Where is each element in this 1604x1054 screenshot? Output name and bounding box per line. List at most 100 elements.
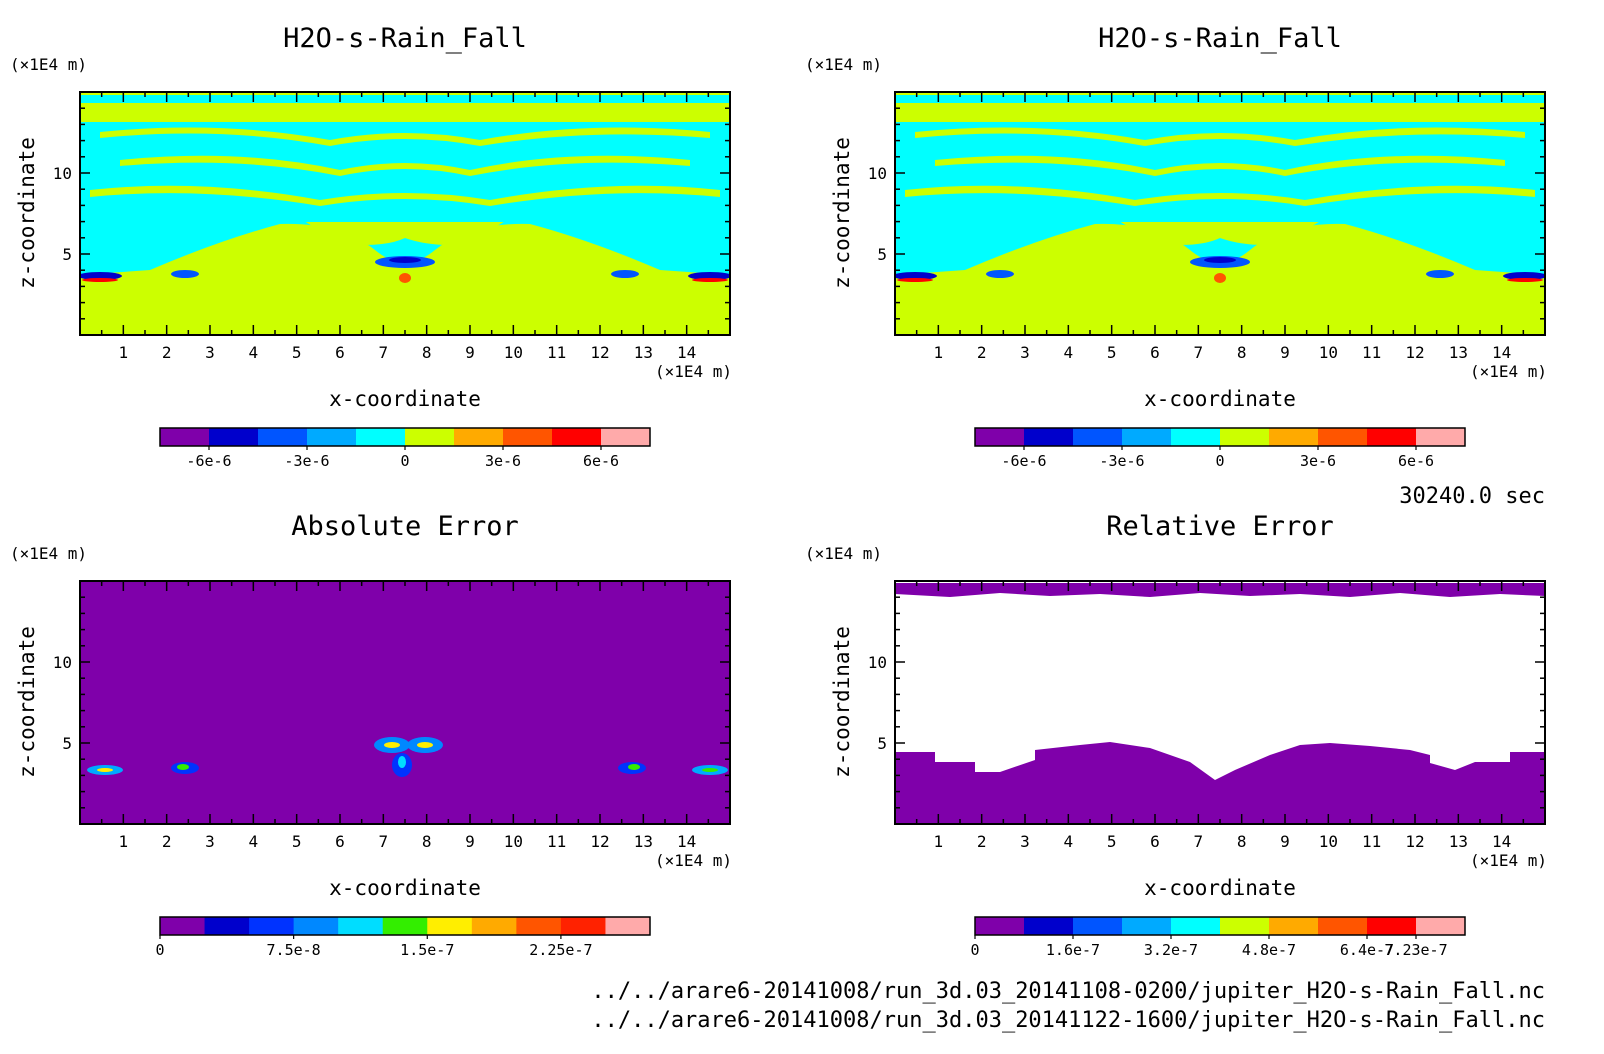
- y-unit-label: (×1E4 m): [10, 544, 87, 563]
- x-tick-label: 6: [335, 343, 345, 362]
- field-core-orange: [1214, 273, 1226, 283]
- y-tick-label: 5: [877, 734, 887, 753]
- x-axis-label: x-coordinate: [329, 387, 481, 411]
- x-tick-label: 5: [1107, 343, 1117, 362]
- x-unit-label: (×1E4 m): [1470, 362, 1547, 381]
- colorbar-swatch: [209, 428, 259, 446]
- x-tick-label: 1: [934, 343, 944, 362]
- colorbar-swatch: [605, 917, 651, 935]
- colorbar-swatch: [1073, 428, 1123, 446]
- colorbar-tick-label: 7.23e-7: [1384, 941, 1447, 959]
- x-tick-label: 2: [162, 343, 172, 362]
- x-tick-label: 14: [677, 343, 696, 362]
- colorbar-tick-label: 0: [1215, 452, 1224, 470]
- colorbar-swatch: [516, 917, 562, 935]
- colorbar-swatch: [307, 428, 357, 446]
- colorbar-tick-label: -3e-6: [284, 452, 329, 470]
- error-blob-2-core: [177, 764, 189, 770]
- y-axis-label: z-coordinate: [830, 137, 854, 289]
- colorbar-swatch: [1416, 428, 1466, 446]
- heatmap-field: [895, 581, 1545, 824]
- colorbar-swatch: [560, 917, 606, 935]
- x-tick-label: 8: [1237, 343, 1247, 362]
- x-tick-label: 5: [1107, 832, 1117, 851]
- heatmap-field: [80, 92, 730, 335]
- colorbar-swatch: [1024, 917, 1074, 935]
- field-side-right-red: [692, 278, 728, 282]
- colorbar-tick-label: 6.4e-7: [1340, 941, 1394, 959]
- y-axis-label: z-coordinate: [15, 626, 39, 778]
- field-streak-2: [120, 155, 690, 176]
- y-unit-label: (×1E4 m): [10, 55, 87, 74]
- x-tick-label: 4: [249, 832, 259, 851]
- colorbar-tick-label: 3e-6: [1300, 452, 1336, 470]
- colorbar: 0 7.5e-8 1.5e-7 2.25e-7: [155, 916, 651, 959]
- field-top-fringe: [895, 589, 1545, 597]
- x-tick-label: 7: [379, 832, 389, 851]
- colorbar-swatch: [1269, 917, 1319, 935]
- field-side-left2: [171, 270, 199, 278]
- colorbar-swatch: [160, 917, 206, 935]
- x-tick-label: 9: [465, 832, 475, 851]
- panel-title: H2O-s-Rain_Fall: [1098, 23, 1342, 54]
- x-tick-label: 8: [1237, 832, 1247, 851]
- heatmap-field: [80, 581, 730, 824]
- y-tick-label: 10: [53, 653, 72, 672]
- error-blob-3-core: [384, 742, 400, 748]
- x-tick-label: 11: [547, 343, 566, 362]
- x-tick-label: 8: [422, 343, 432, 362]
- x-tick-label: 10: [504, 832, 523, 851]
- panel-h2o-rain-fall-left: H2O-s-Rain_Fall (×1E4 m) 1 2 3 4 5 6 7 8 9 10 11 12…: [10, 23, 732, 470]
- x-tick-label: 5: [292, 343, 302, 362]
- y-tick-label: 5: [62, 734, 72, 753]
- colorbar-swatch: [204, 917, 250, 935]
- x-tick-label: 7: [1194, 832, 1204, 851]
- x-tick-label: 7: [379, 343, 389, 362]
- colorbar-swatch: [1367, 428, 1417, 446]
- colorbar-swatch: [1171, 917, 1221, 935]
- colorbar: -6e-6 -3e-6 0 3e-6 6e-6: [159, 427, 651, 470]
- y-axis-label: z-coordinate: [15, 137, 39, 289]
- y-tick-label: 5: [877, 245, 887, 264]
- colorbar-tick-label: 0: [155, 941, 164, 959]
- x-tick-label: 8: [422, 832, 432, 851]
- colorbar-swatch: [552, 428, 602, 446]
- field-side-right: [1503, 272, 1545, 280]
- x-tick-label: 14: [1492, 832, 1511, 851]
- colorbar-tick-label: 0: [970, 941, 979, 959]
- field-side-right2: [611, 270, 639, 278]
- colorbar-swatch: [471, 917, 517, 935]
- x-tick-label: 4: [1064, 832, 1074, 851]
- colorbar-swatch: [338, 917, 384, 935]
- heatmap-field: [895, 92, 1545, 335]
- x-tick-label: 13: [1449, 832, 1468, 851]
- x-tick-label: 3: [205, 832, 215, 851]
- field-side-left2: [986, 270, 1014, 278]
- x-tick-label: 1: [934, 832, 944, 851]
- x-unit-label: (×1E4 m): [655, 362, 732, 381]
- field-streak-3: [905, 185, 1535, 206]
- time-label: 30240.0 sec: [1399, 484, 1545, 509]
- x-tick-label: 6: [335, 832, 345, 851]
- colorbar: 0 1.6e-7 3.2e-7 4.8e-7 6.4e-77.23e-7: [970, 916, 1466, 959]
- colorbar-swatch: [601, 428, 651, 446]
- colorbar-swatch: [1024, 428, 1074, 446]
- x-tick-label: 4: [249, 343, 259, 362]
- field-side-left-red: [897, 278, 933, 282]
- x-tick-label: 9: [465, 343, 475, 362]
- field-streak-1: [915, 127, 1525, 146]
- x-tick-label: 5: [292, 832, 302, 851]
- x-tick-label: 13: [1449, 343, 1468, 362]
- x-tick-label: 1: [119, 832, 129, 851]
- x-tick-label: 13: [634, 832, 653, 851]
- y-unit-label: (×1E4 m): [805, 544, 882, 563]
- field-streak-2: [935, 155, 1505, 176]
- colorbar-swatch: [1318, 428, 1368, 446]
- x-tick-label: 10: [504, 343, 523, 362]
- x-axis-label: x-coordinate: [1144, 387, 1296, 411]
- colorbar-swatch: [356, 428, 406, 446]
